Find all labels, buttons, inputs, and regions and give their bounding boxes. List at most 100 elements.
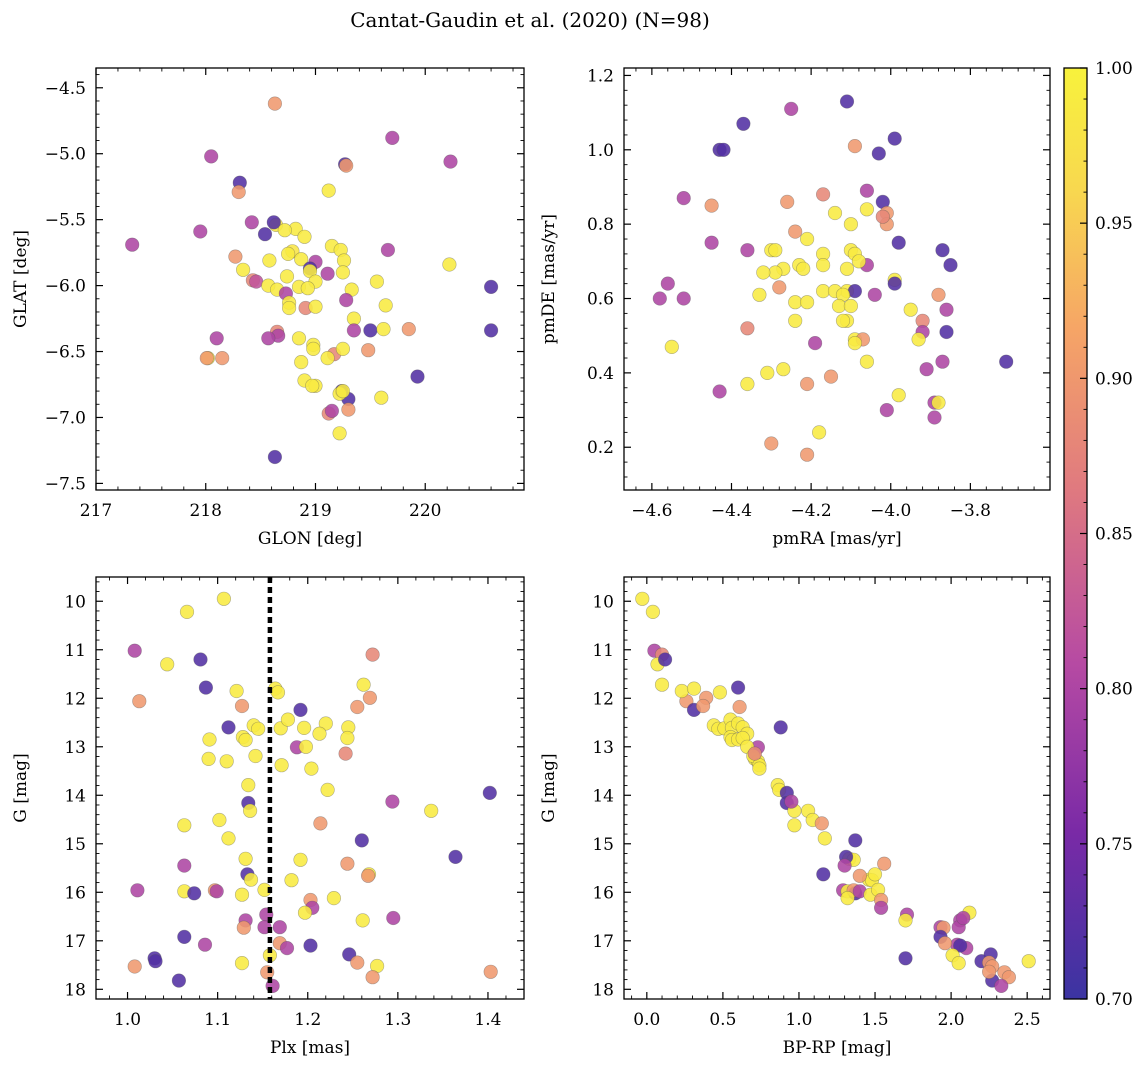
plx-point bbox=[229, 683, 244, 699]
pm-point bbox=[712, 384, 727, 399]
sky-point bbox=[346, 323, 362, 338]
plx-point bbox=[127, 643, 142, 658]
sky-point bbox=[380, 242, 396, 258]
sky-point bbox=[308, 299, 323, 314]
plx-point bbox=[298, 739, 314, 754]
cmd-point bbox=[816, 867, 831, 882]
sky-point bbox=[324, 403, 340, 419]
cmd-point bbox=[953, 938, 968, 953]
pm-point bbox=[676, 291, 691, 306]
plx-point bbox=[212, 812, 227, 828]
sky-ylabel: GLAT [deg] bbox=[11, 230, 31, 328]
pm-point bbox=[879, 403, 894, 418]
colorbar-tick-label: 0.90 bbox=[1095, 369, 1133, 389]
pm-point bbox=[839, 94, 855, 109]
colorbar-tick-label: 0.70 bbox=[1095, 990, 1133, 1010]
plx-ytick-label: 13 bbox=[64, 738, 86, 758]
pm-point bbox=[756, 265, 771, 280]
sky-point bbox=[442, 257, 457, 272]
pm-point bbox=[664, 339, 679, 355]
pm-point bbox=[891, 388, 906, 403]
plx-point bbox=[338, 746, 353, 761]
sky-point bbox=[376, 322, 391, 337]
plx-point bbox=[197, 937, 213, 952]
sky-point bbox=[443, 154, 458, 169]
pm-point bbox=[859, 183, 875, 198]
plx-point bbox=[297, 720, 312, 736]
pm-point bbox=[867, 287, 882, 302]
pm-point bbox=[704, 198, 719, 213]
sky-point bbox=[335, 265, 351, 280]
sky-point bbox=[305, 378, 320, 393]
cmd-point bbox=[645, 604, 661, 620]
sky-ytick-label: −7.5 bbox=[45, 474, 86, 494]
plx-ytick-label: 18 bbox=[64, 980, 86, 1000]
pm-point bbox=[740, 376, 755, 392]
cmd-xtick-label: 0.0 bbox=[633, 1010, 660, 1030]
pm-point bbox=[811, 425, 827, 440]
plx-point bbox=[238, 732, 253, 748]
plx-point bbox=[236, 920, 251, 935]
pm-point bbox=[776, 362, 791, 377]
pm-point bbox=[999, 354, 1014, 369]
pm-point bbox=[660, 276, 675, 291]
sky-point bbox=[249, 274, 264, 289]
cmd-point bbox=[817, 831, 832, 846]
sky-point bbox=[363, 323, 378, 338]
sky-point bbox=[125, 237, 140, 252]
cmd-point bbox=[814, 816, 829, 831]
pm-point bbox=[931, 395, 946, 410]
pm-point bbox=[859, 354, 875, 369]
cmd-ytick-label: 16 bbox=[592, 883, 614, 903]
pm-point bbox=[847, 139, 863, 154]
plx-point bbox=[171, 973, 186, 988]
sky-point bbox=[193, 224, 208, 239]
cmd-point bbox=[1021, 954, 1036, 969]
plx-point bbox=[270, 685, 286, 700]
plx-point bbox=[386, 910, 401, 926]
plx-point bbox=[238, 851, 253, 866]
panel-pm: −4.6 −4.4 −4.2 −4.0 −3.8 0.2 0.4 0.6 0.8 1.0 1.2 pm… bbox=[539, 66, 1051, 549]
sky-point bbox=[257, 227, 273, 242]
plx-ytick-label: 15 bbox=[64, 835, 86, 855]
pm-point bbox=[740, 243, 755, 258]
cmd-point bbox=[837, 858, 852, 873]
cmd-point bbox=[695, 698, 711, 714]
cmd-point bbox=[956, 910, 971, 926]
pm-point bbox=[788, 295, 803, 310]
pm-point bbox=[815, 187, 831, 202]
plx-point bbox=[340, 730, 355, 746]
panel-sky: 217 218 219 220 −7.5 −7.0 −6.5 −6.0 −5.5 −5.0 −4.5… bbox=[11, 67, 525, 549]
pm-point bbox=[911, 332, 926, 347]
pm-point bbox=[704, 235, 719, 250]
plx-ytick-label: 10 bbox=[64, 592, 86, 612]
pm-point bbox=[784, 101, 799, 116]
sky-point bbox=[484, 323, 499, 338]
cmd-point bbox=[937, 936, 953, 951]
cmd-ytick-label: 18 bbox=[592, 980, 614, 1000]
pm-point bbox=[768, 265, 783, 280]
cmd-xtick-label: 1.5 bbox=[862, 1010, 889, 1030]
sky-ytick-label: −6.0 bbox=[45, 277, 86, 297]
cmd-frame bbox=[623, 576, 1051, 1000]
cmd-point bbox=[674, 683, 689, 699]
colorbar-tick-label: 1.00 bbox=[1095, 59, 1133, 79]
cmd-point bbox=[635, 591, 650, 606]
panel-plx: 1.0 1.1 1.2 1.3 1.4 10 11 12 13 14 15 16 17 18 Plx [ma… bbox=[11, 576, 525, 1058]
pm-point bbox=[927, 410, 942, 425]
plx-point bbox=[198, 680, 213, 695]
pm-frame bbox=[623, 67, 1051, 491]
pm-point bbox=[652, 291, 667, 306]
pm-point bbox=[871, 146, 886, 161]
sky-xtick-label: 218 bbox=[190, 501, 222, 521]
plx-point bbox=[424, 803, 439, 818]
plx-xtick-label: 1.0 bbox=[114, 1010, 141, 1030]
pm-xtick-label: −4.4 bbox=[711, 501, 752, 521]
pm-point bbox=[815, 284, 831, 299]
sky-point bbox=[369, 274, 385, 289]
pm-point bbox=[760, 365, 775, 381]
pm-point bbox=[843, 217, 859, 232]
plx-point bbox=[160, 657, 175, 672]
sky-point bbox=[236, 262, 251, 277]
plx-point bbox=[340, 856, 355, 871]
